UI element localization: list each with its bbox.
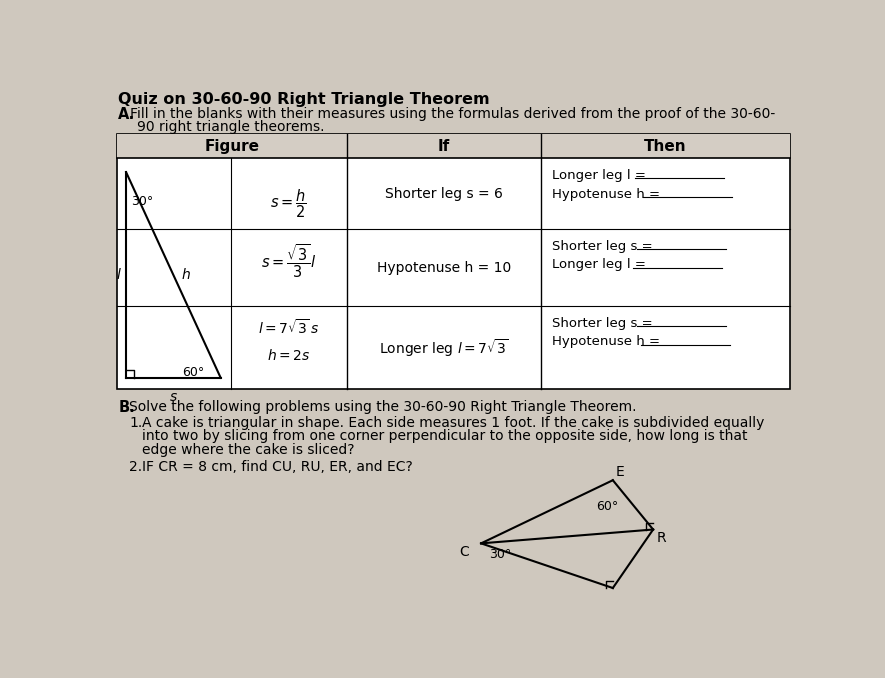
- Text: Solve the following problems using the 30-60-90 Right Triangle Theorem.: Solve the following problems using the 3…: [129, 400, 636, 414]
- Text: edge where the cake is sliced?: edge where the cake is sliced?: [142, 443, 354, 457]
- Text: $l = 7\sqrt{3}\,s$: $l = 7\sqrt{3}\,s$: [258, 319, 319, 338]
- Text: Then: Then: [643, 138, 687, 153]
- Text: 60°: 60°: [182, 366, 204, 380]
- Text: Shorter leg s =: Shorter leg s =: [551, 240, 657, 253]
- Text: Longer leg l =: Longer leg l =: [551, 258, 650, 271]
- Text: If: If: [438, 138, 450, 153]
- Text: 1.: 1.: [129, 416, 142, 430]
- Bar: [117, 134, 789, 159]
- Text: R: R: [656, 531, 666, 545]
- Text: $h = 2s$: $h = 2s$: [267, 348, 311, 363]
- Text: 60°: 60°: [596, 500, 618, 513]
- Text: h: h: [181, 268, 190, 282]
- Text: l: l: [116, 268, 120, 282]
- Text: B.: B.: [119, 400, 135, 415]
- Text: into two by slicing from one corner perpendicular to the opposite side, how long: into two by slicing from one corner perp…: [142, 429, 747, 443]
- Text: Longer leg $l = 7\sqrt{3}$: Longer leg $l = 7\sqrt{3}$: [379, 337, 509, 359]
- Text: C: C: [459, 545, 469, 559]
- Text: 2.: 2.: [129, 460, 142, 474]
- Text: s: s: [170, 390, 177, 404]
- Text: E: E: [615, 464, 624, 479]
- Text: 30°: 30°: [131, 195, 153, 208]
- Text: Shorter leg s = 6: Shorter leg s = 6: [385, 186, 503, 201]
- Text: $s = \dfrac{\sqrt{3}}{3}l$: $s = \dfrac{\sqrt{3}}{3}l$: [261, 243, 317, 281]
- Text: Shorter leg s =: Shorter leg s =: [551, 317, 657, 330]
- Text: 90 right triangle theorems.: 90 right triangle theorems.: [137, 120, 325, 134]
- Text: $s = \dfrac{h}{2}$: $s = \dfrac{h}{2}$: [271, 188, 307, 220]
- Text: Hypotenuse h = 10: Hypotenuse h = 10: [377, 261, 511, 275]
- Text: Longer leg l =: Longer leg l =: [551, 169, 650, 182]
- Text: A cake is triangular in shape. Each side measures 1 foot. If the cake is subdivi: A cake is triangular in shape. Each side…: [142, 416, 764, 430]
- Text: Quiz on 30-60-90 Right Triangle Theorem: Quiz on 30-60-90 Right Triangle Theorem: [119, 92, 490, 107]
- Bar: [117, 134, 789, 389]
- Text: Hypotenuse h =: Hypotenuse h =: [551, 188, 664, 201]
- Text: IF CR = 8 cm, find CU, RU, ER, and EC?: IF CR = 8 cm, find CU, RU, ER, and EC?: [142, 460, 412, 474]
- Text: Hypotenuse h =: Hypotenuse h =: [551, 336, 664, 348]
- Text: 30°: 30°: [489, 548, 511, 561]
- Text: Figure: Figure: [204, 138, 259, 153]
- Text: Fill in the blanks with their measures using the formulas derived from the proof: Fill in the blanks with their measures u…: [130, 106, 775, 121]
- Text: A.: A.: [119, 106, 135, 122]
